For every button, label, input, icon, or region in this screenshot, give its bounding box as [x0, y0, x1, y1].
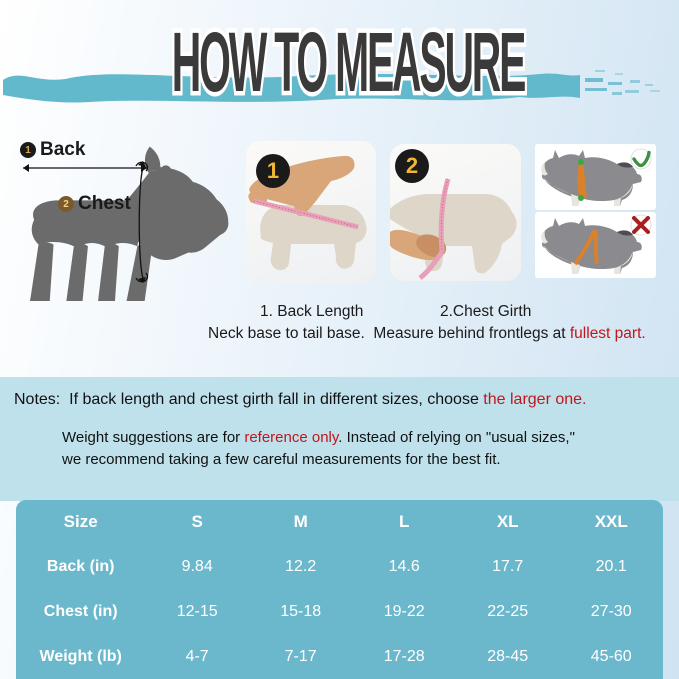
svg-text:2: 2 — [406, 153, 418, 178]
svg-text:1: 1 — [267, 158, 279, 183]
